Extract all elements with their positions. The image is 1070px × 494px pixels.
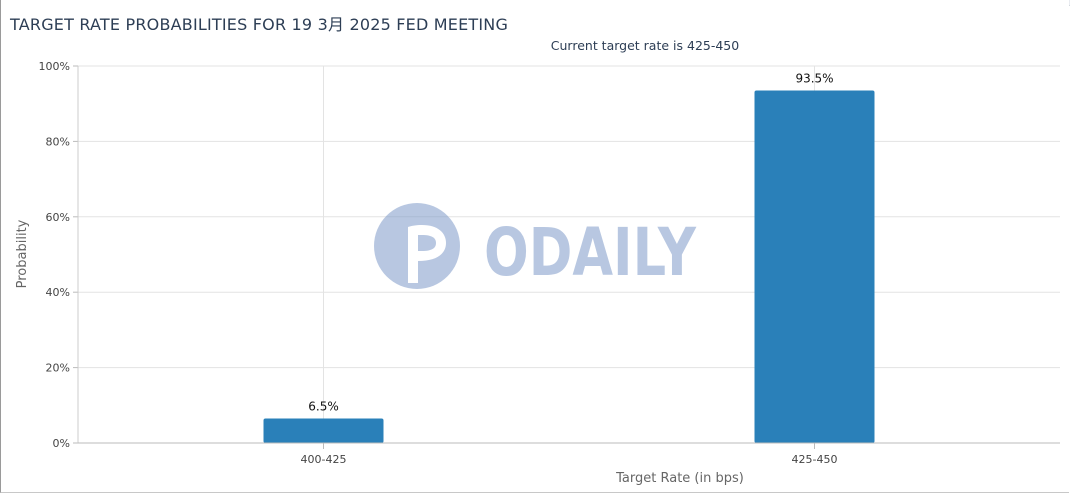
y-tick-label: 80% <box>46 135 70 148</box>
y-tick-label: 20% <box>46 362 70 375</box>
x-tick-label: 400-425 <box>301 453 347 466</box>
bar-data-label: 6.5% <box>308 399 339 413</box>
data-labels: 6.5% 93.5% <box>308 72 833 414</box>
bars <box>263 90 875 443</box>
bar-400-425[interactable] <box>263 418 384 443</box>
y-tick-label: 100% <box>39 60 70 73</box>
chart-subtitle: Current target rate is 425-450 <box>550 38 740 53</box>
x-tick-label: 425-450 <box>792 453 838 466</box>
bar-425-450[interactable] <box>754 90 875 443</box>
y-tick-label: 60% <box>46 211 70 224</box>
x-axis-title: Target Rate (in bps) <box>615 471 744 486</box>
chart-title: TARGET RATE PROBABILITIES FOR 19 3月 2025… <box>10 15 509 34</box>
y-tick-label: 0% <box>53 437 70 450</box>
y-tick-label: 40% <box>46 286 70 299</box>
bar-data-label: 93.5% <box>795 72 833 86</box>
grid-lines <box>78 65 1060 443</box>
y-axis-title: Probability <box>15 219 30 288</box>
axes: 0% 20% 40% 60% 80% 100% 400-425 425-450 <box>39 60 1060 466</box>
